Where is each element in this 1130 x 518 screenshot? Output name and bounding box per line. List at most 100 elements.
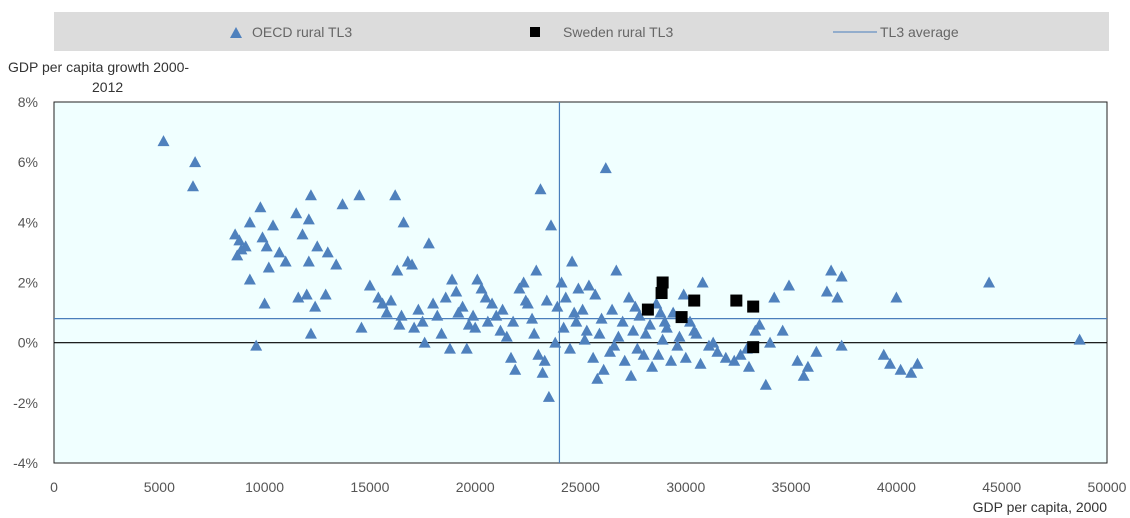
oecd-point: [580, 324, 593, 336]
sweden-point: [641, 303, 654, 316]
oecd-point: [538, 354, 551, 366]
x-tick-label: 10000: [245, 479, 284, 495]
oecd-point: [728, 354, 741, 366]
oecd-point: [353, 189, 366, 201]
oecd-point: [660, 321, 673, 333]
oecd-point: [618, 354, 631, 366]
oecd-point: [355, 321, 368, 333]
sweden-point: [675, 311, 688, 324]
oecd-point: [490, 309, 503, 321]
oecd-point: [505, 351, 518, 363]
sweden-point: [656, 276, 669, 289]
oecd-point: [545, 219, 558, 231]
oecd-point: [431, 309, 444, 321]
oecd-point: [292, 291, 305, 303]
oecd-point: [471, 273, 484, 285]
oecd-point: [622, 291, 635, 303]
x-axis-label: GDP per capita, 2000: [973, 499, 1108, 515]
data-points: [157, 135, 1086, 402]
oecd-point: [189, 156, 202, 168]
oecd-point: [983, 276, 996, 288]
y-tick-label: 8%: [18, 94, 38, 110]
oecd-point: [254, 201, 267, 213]
oecd-point: [233, 234, 246, 246]
oecd-point: [267, 219, 280, 231]
oecd-point: [801, 360, 814, 372]
oecd-point: [462, 318, 475, 330]
legend-entry-sweden: Sweden rural TL3: [530, 24, 673, 40]
oecd-point: [427, 297, 440, 309]
oecd-point: [677, 288, 690, 300]
oecd-point: [877, 348, 890, 360]
oecd-point: [389, 189, 402, 201]
oecd-point: [911, 357, 924, 369]
oecd-point: [256, 231, 269, 243]
oecd-point: [625, 369, 638, 381]
sweden-point: [747, 300, 760, 313]
oecd-point: [884, 357, 897, 369]
oecd-point: [408, 321, 421, 333]
oecd-point: [532, 348, 545, 360]
oecd-point: [467, 309, 480, 321]
oecd-point: [302, 213, 315, 225]
oecd-point: [654, 306, 667, 318]
y-tick-label: -2%: [13, 395, 38, 411]
y-tick-label: 2%: [18, 275, 38, 291]
oecd-point: [481, 315, 494, 327]
x-tick-label: 30000: [666, 479, 705, 495]
oecd-point: [304, 327, 317, 339]
oecd-point: [587, 351, 600, 363]
oecd-point: [599, 162, 612, 174]
oecd-point: [496, 303, 509, 315]
oecd-point: [559, 291, 572, 303]
oecd-point: [595, 312, 608, 324]
oecd-point: [517, 276, 530, 288]
oecd-point: [363, 279, 376, 291]
oecd-point: [1073, 333, 1086, 345]
oecd-point: [526, 312, 539, 324]
x-tick-label: 5000: [144, 479, 175, 495]
oecd-point: [606, 303, 619, 315]
oecd-point: [391, 264, 404, 276]
oecd-point: [633, 309, 646, 321]
x-tick-label: 40000: [877, 479, 916, 495]
oecd-point: [759, 378, 772, 390]
oecd-point: [536, 366, 549, 378]
oecd-point: [258, 297, 271, 309]
oecd-point: [336, 198, 349, 210]
y-tick-label: 4%: [18, 214, 38, 230]
oecd-point: [707, 336, 720, 348]
oecd-point: [684, 315, 697, 327]
oecd-point: [509, 363, 522, 375]
legend-triangle-marker: [230, 27, 242, 38]
oecd-point: [422, 237, 435, 249]
oecd-point: [665, 354, 678, 366]
x-tick-label: 0: [50, 479, 58, 495]
oecd-point: [905, 366, 918, 378]
oecd-point: [835, 270, 848, 282]
oecd-point: [300, 288, 313, 300]
oecd-point: [279, 255, 292, 267]
oecd-point: [273, 246, 286, 258]
oecd-point: [616, 315, 629, 327]
oecd-point: [593, 327, 606, 339]
oecd-point: [894, 363, 907, 375]
oecd-point: [576, 303, 589, 315]
oecd-point: [646, 360, 659, 372]
oecd-point: [631, 342, 644, 354]
oecd-point: [820, 285, 833, 297]
oecd-point: [157, 135, 170, 147]
oecd-point: [582, 279, 595, 291]
oecd-point: [311, 240, 324, 252]
x-tick-label: 35000: [772, 479, 811, 495]
oecd-point: [486, 297, 499, 309]
oecd-point: [568, 306, 581, 318]
oecd-point: [469, 321, 482, 333]
y-axis-label-line2: 2012: [92, 79, 123, 95]
oecd-point: [627, 324, 640, 336]
y-tick-label: -4%: [13, 455, 38, 471]
oecd-point: [443, 342, 456, 354]
oecd-point: [673, 330, 686, 342]
oecd-point: [384, 294, 397, 306]
oecd-point: [549, 336, 562, 348]
